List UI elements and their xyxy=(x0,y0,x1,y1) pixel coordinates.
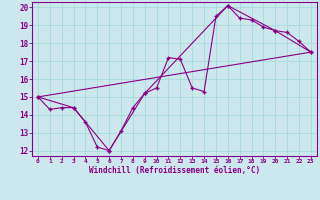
X-axis label: Windchill (Refroidissement éolien,°C): Windchill (Refroidissement éolien,°C) xyxy=(89,166,260,175)
